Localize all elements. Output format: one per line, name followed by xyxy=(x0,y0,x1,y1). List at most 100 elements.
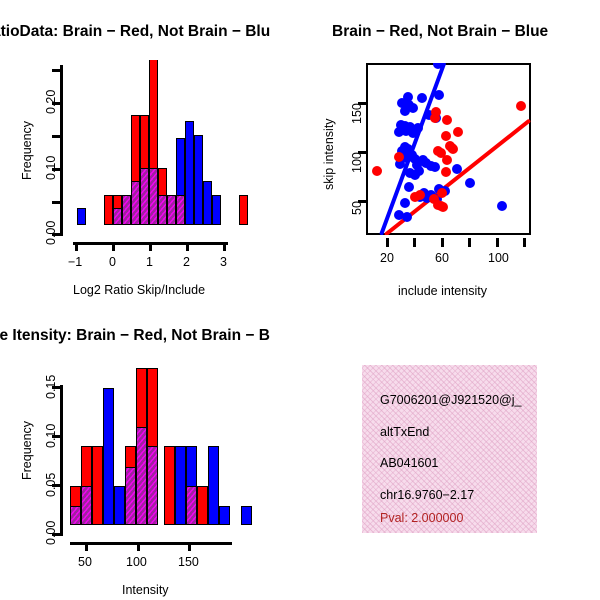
bar xyxy=(113,208,122,225)
intensity-histogram-plot-area xyxy=(60,360,260,540)
scatter-xlabel: include intensity xyxy=(398,284,487,298)
scatter-point xyxy=(465,178,475,188)
x-tick xyxy=(85,542,88,551)
scatter-point xyxy=(412,160,422,170)
y-tick-label: 0.00 xyxy=(44,220,58,245)
bar xyxy=(147,446,158,525)
x-tick xyxy=(386,238,389,247)
y-tick xyxy=(52,484,61,487)
info-box xyxy=(362,365,537,533)
bar xyxy=(167,195,176,225)
scatter-point xyxy=(422,193,432,203)
y-tick xyxy=(52,233,61,236)
y-tick xyxy=(52,69,61,72)
y-tick xyxy=(52,533,61,536)
bar xyxy=(131,181,140,225)
x-tick xyxy=(188,542,191,551)
info-line-gene-id: G7006201@J921520@j_ xyxy=(380,393,522,407)
y-tick-label: 0.00 xyxy=(44,520,58,545)
scatter-point xyxy=(434,90,444,100)
ratio-histogram-xlabel: Log2 Ratio Skip/Include xyxy=(73,283,206,297)
x-tick xyxy=(137,542,140,551)
info-line-pval: Pval: 2.000000 xyxy=(380,511,464,525)
scatter-point xyxy=(410,154,420,164)
bar xyxy=(140,168,149,225)
scatter-point xyxy=(394,152,404,162)
scatter-point xyxy=(441,131,451,141)
x-tick xyxy=(112,242,115,251)
bar xyxy=(92,446,103,525)
y-tick-label: 0.05 xyxy=(44,472,58,497)
x-tick-label: 50 xyxy=(78,555,92,569)
scatter-point xyxy=(442,155,452,165)
bar xyxy=(114,486,125,525)
scatter-point xyxy=(516,101,526,111)
y-tick xyxy=(52,168,61,171)
bar xyxy=(136,427,147,525)
bar xyxy=(208,446,219,525)
bar xyxy=(158,195,167,225)
bar xyxy=(175,446,186,525)
scatter-point xyxy=(413,123,423,133)
ratio-histogram-title: atioData: Brain − Red, Not Brain − Blu xyxy=(0,23,271,40)
y-tick xyxy=(52,201,61,204)
ratio-histogram-ylabel: Frequency xyxy=(20,120,34,180)
y-tick xyxy=(358,102,367,105)
bar xyxy=(241,506,252,525)
bar xyxy=(149,168,158,225)
scatter-point xyxy=(394,210,404,220)
bar xyxy=(122,195,131,225)
scatter-title: Brain − Red, Not Brain − Blue xyxy=(332,23,549,40)
scatter-point xyxy=(430,113,440,123)
scatter-point xyxy=(408,128,418,138)
y-tick-label: 0.10 xyxy=(44,155,58,180)
y-tick xyxy=(52,435,61,438)
panel-scatter: Brain − Red, Not Brain − Blue skip inten… xyxy=(300,0,600,300)
intensity-histogram-y-axis xyxy=(60,385,63,536)
scatter-point xyxy=(401,126,411,136)
scatter-point xyxy=(433,63,443,69)
scatter-frame xyxy=(366,63,531,235)
scatter-point xyxy=(415,190,425,200)
x-tick xyxy=(223,242,226,251)
bar xyxy=(81,486,92,525)
x-tick xyxy=(149,242,152,251)
y-tick xyxy=(358,200,367,203)
bar xyxy=(164,446,175,525)
info-line-locus: chr16.9760−2.17 xyxy=(380,488,475,502)
x-tick xyxy=(523,238,526,247)
scatter-point xyxy=(417,93,427,103)
scatter-point xyxy=(438,202,448,212)
y-tick xyxy=(358,151,367,154)
scatter-point xyxy=(402,212,412,222)
bar xyxy=(203,181,212,225)
y-tick-label: 100 xyxy=(350,152,364,173)
x-tick-label: 2 xyxy=(183,255,190,269)
scatter-point xyxy=(430,162,440,172)
scatter-point xyxy=(448,144,458,154)
bar xyxy=(186,486,197,525)
panel-intensity-histogram: ne Itensity: Brain − Red, Not Brain − B … xyxy=(0,300,300,600)
bar xyxy=(70,506,81,525)
scatter-point xyxy=(436,148,446,158)
info-line-event-type: altTxEnd xyxy=(380,425,430,439)
bar xyxy=(194,135,203,225)
x-tick xyxy=(441,238,444,247)
intensity-histogram-ylabel: Frequency xyxy=(20,420,34,480)
bar xyxy=(125,467,136,525)
y-tick-label: 50 xyxy=(350,201,364,215)
bar xyxy=(219,506,230,525)
bar xyxy=(185,121,194,225)
x-tick-label: 1 xyxy=(146,255,153,269)
ratio-histogram-plot-area xyxy=(60,60,260,240)
scatter-ylabel: skip intensity xyxy=(322,118,336,190)
info-line-accession: AB041601 xyxy=(380,456,439,470)
x-tick xyxy=(413,238,416,247)
ratio-histogram-y-axis xyxy=(60,65,63,236)
x-tick-label: −1 xyxy=(68,255,83,269)
intensity-histogram-title: ne Itensity: Brain − Red, Not Brain − B xyxy=(0,327,270,344)
scatter-point xyxy=(395,159,405,169)
y-tick xyxy=(52,102,61,105)
x-tick-label: 100 xyxy=(488,251,509,265)
